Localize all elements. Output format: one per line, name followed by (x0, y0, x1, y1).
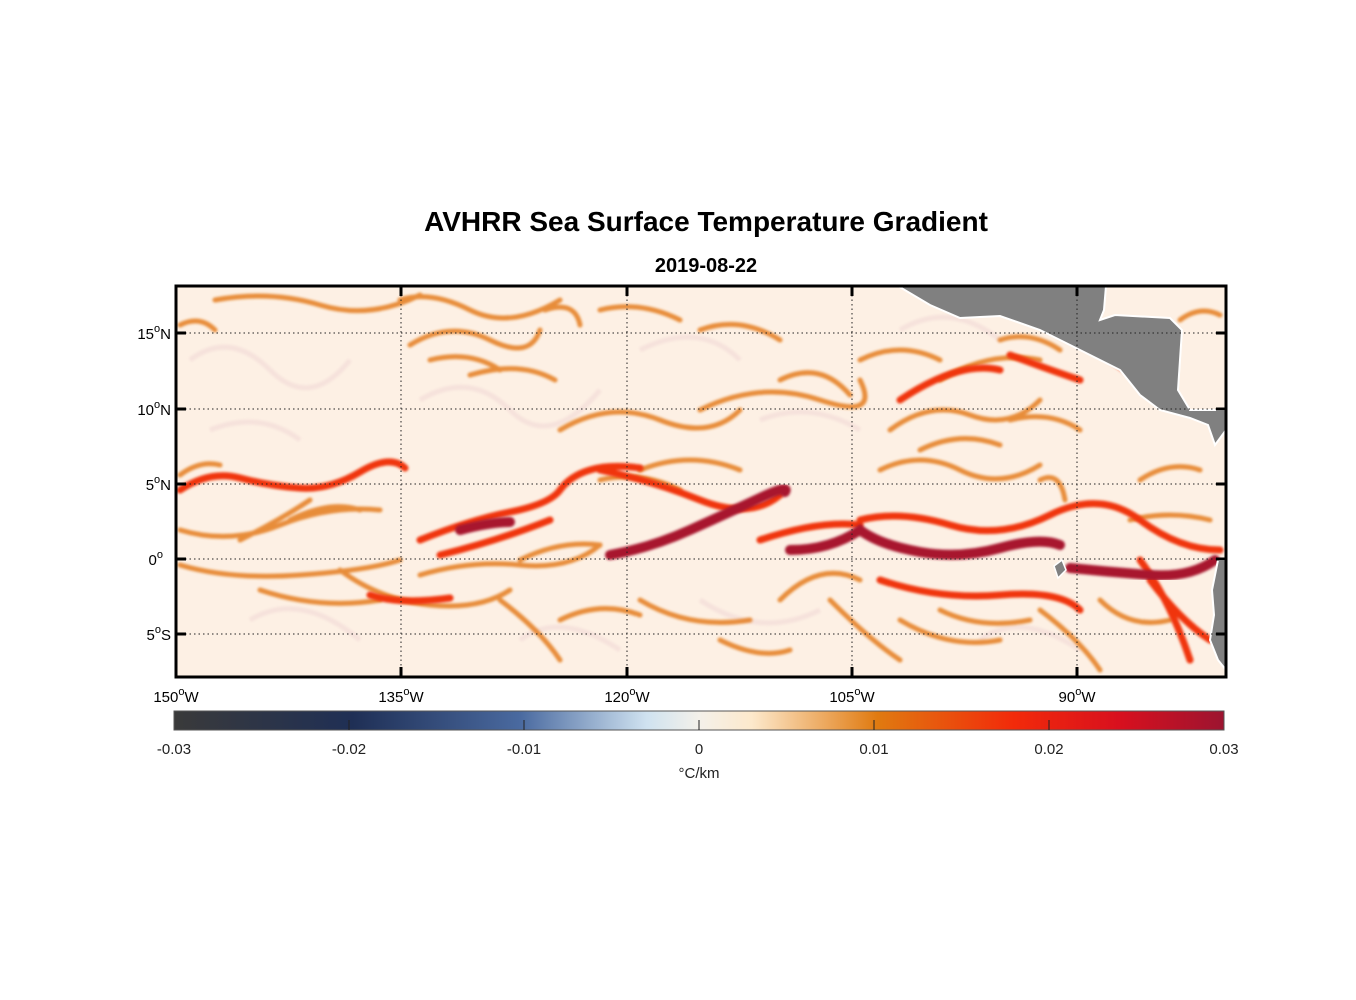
colorbar-tick-label: 0.03 (1209, 741, 1238, 758)
colorbar: -0.03 -0.02 -0.01 0 0.01 0.02 0.03 °C/km (157, 710, 1239, 782)
map-frame (174, 284, 1228, 679)
frame-ticks (176, 286, 1226, 677)
background-texture (188, 314, 1082, 653)
lat-label-10n: 10oN (137, 399, 171, 419)
colorbar-unit-label: °C/km (679, 765, 720, 782)
lon-label-150w: 150oW (153, 686, 199, 706)
longitude-labels: 150oW 135oW 120oW 105oW 90oW (153, 686, 1096, 706)
colorbar-tick-label: -0.02 (332, 741, 366, 758)
colorbar-tick-label: -0.03 (157, 741, 191, 758)
lat-label-5n: 5oN (146, 474, 171, 494)
map-subtitle: 2019-08-22 (654, 255, 758, 277)
colorbar-tick-label: 0.02 (1034, 741, 1063, 758)
land-central-america (896, 286, 1226, 448)
latitude-labels: 15oN 10oN 5oN 0o 5oS (137, 323, 171, 644)
colorbar-tick-label: 0 (695, 741, 703, 758)
map-title: AVHRR Sea Surface Temperature Gradient (424, 206, 988, 237)
lon-label-105w: 105oW (829, 686, 875, 706)
land-south-america (1208, 559, 1226, 672)
colorbar-tick-label: 0.01 (859, 741, 888, 758)
lon-label-120w: 120oW (604, 686, 650, 706)
front-lines-max (455, 484, 1220, 581)
lon-label-135w: 135oW (378, 686, 424, 706)
lat-label-15n: 15oN (137, 323, 171, 343)
ocean-background (176, 286, 1226, 677)
front-lines-weak (177, 292, 1223, 673)
colorbar-ticks (348, 720, 1050, 730)
land-galapagos (1053, 558, 1067, 580)
front-lines-strong (176, 326, 1224, 664)
lat-label-5s: 5oS (147, 624, 171, 644)
colorbar-tick-label: -0.01 (507, 741, 541, 758)
lat-label-0: 0o (149, 549, 163, 569)
lon-label-90w: 90oW (1059, 686, 1097, 706)
gradient-field (176, 286, 1226, 677)
